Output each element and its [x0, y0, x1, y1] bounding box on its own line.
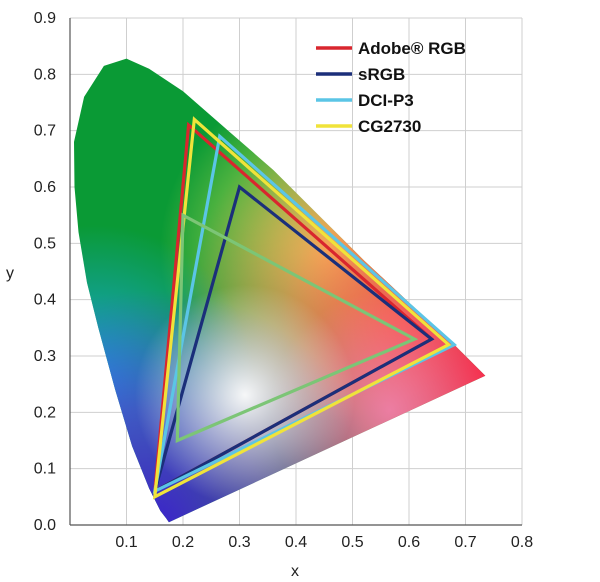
y-tick-label: 0.7: [34, 123, 56, 140]
x-tick-label: 0.2: [172, 534, 194, 551]
y-tick-label: 0.9: [34, 10, 56, 27]
x-tick-label: 0.4: [285, 534, 307, 551]
legend-label-dci-p3: DCI-P3: [358, 91, 414, 110]
legend-label-adobe-rgb: Adobe® RGB: [358, 39, 466, 58]
y-axis-label: y: [6, 265, 14, 282]
gamut-triangle-unnamed: [175, 212, 419, 443]
legend-label-cg2730: CG2730: [358, 117, 421, 136]
gamut-triangle-cg2730: [152, 116, 452, 500]
x-tick-label: 0.3: [228, 534, 250, 551]
gamut-triangle-srgb: [152, 184, 435, 495]
axes: [69, 18, 522, 526]
x-tick-label: 0.5: [341, 534, 363, 551]
x-tick-label: 0.6: [398, 534, 420, 551]
y-tick-label: 0.8: [34, 66, 56, 83]
x-tick-label: 0.7: [454, 534, 476, 551]
y-tick-label: 0.1: [34, 461, 56, 478]
y-tick-label: 0.6: [34, 179, 56, 196]
y-tick-label: 0.3: [34, 348, 56, 365]
y-tick-label: 0.0: [34, 517, 56, 534]
legend-label-srgb: sRGB: [358, 65, 405, 84]
legend: Adobe® RGB sRGB DCI-P3 CG2730: [316, 39, 466, 136]
x-tick-label: 0.1: [115, 534, 137, 551]
tick-labels: 0.1 0.2 0.3 0.4 0.5 0.6 0.7 0.8 0.0 0.1 0.2 0.3 0.4 0…: [34, 10, 533, 551]
gamut-triangles: [152, 116, 458, 500]
y-tick-label: 0.4: [34, 292, 56, 309]
y-tick-label: 0.5: [34, 235, 56, 252]
x-axis-label: x: [291, 563, 299, 580]
x-tick-label: 0.8: [511, 534, 533, 551]
y-tick-label: 0.2: [34, 404, 56, 421]
